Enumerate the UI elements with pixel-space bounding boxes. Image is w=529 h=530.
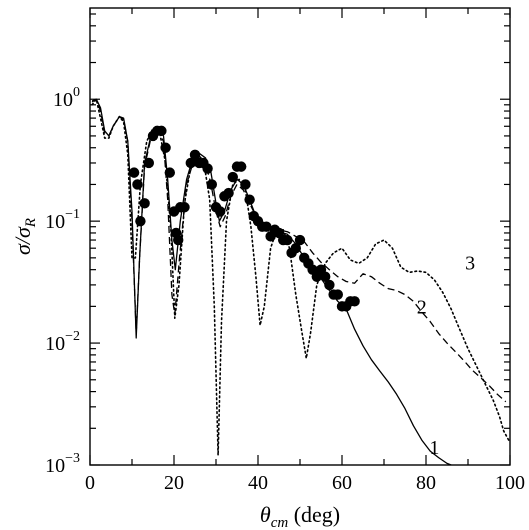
data-point <box>294 234 306 246</box>
data-point <box>227 171 238 183</box>
curve-label: 2 <box>417 296 427 318</box>
data-point <box>223 187 234 199</box>
data-point <box>132 179 143 190</box>
plot-frame <box>89 7 511 466</box>
x-axis-label: θcm (deg) <box>260 502 340 530</box>
data-point <box>240 179 251 190</box>
y-axis-symbol: σ/σ <box>10 226 35 255</box>
data-point <box>135 215 146 227</box>
x-axis-unit: (deg) <box>288 502 340 527</box>
data-point <box>160 142 171 153</box>
data-point <box>173 234 184 246</box>
theory-curves <box>91 98 510 466</box>
data-point <box>261 221 272 232</box>
y-axis-subscript: R <box>23 218 39 228</box>
data-point <box>143 157 154 169</box>
y-tick-label: 100 <box>53 85 80 111</box>
data-point <box>282 234 293 246</box>
x-tick-label: 0 <box>85 472 95 494</box>
data-point <box>185 157 196 169</box>
y-tick-label: 10−2 <box>45 329 80 355</box>
y-axis-label: σ/σR <box>10 218 39 255</box>
data-point <box>189 149 201 161</box>
x-axis-symbol: θ <box>260 502 271 527</box>
data-markers <box>128 125 360 312</box>
data-point <box>349 296 360 307</box>
x-tick-label: 100 <box>495 472 525 494</box>
data-point <box>320 271 331 282</box>
data-point <box>128 167 140 178</box>
data-point <box>236 161 247 172</box>
x-tick-label: 60 <box>332 472 352 494</box>
curve-label: 3 <box>465 252 475 274</box>
data-point <box>206 179 217 190</box>
data-point <box>290 242 301 254</box>
data-point <box>179 202 190 213</box>
data-point <box>324 279 335 291</box>
y-tick-label: 10−3 <box>45 451 80 477</box>
x-axis-subscript: cm <box>271 515 289 530</box>
tick-labels: 0 20 40 60 80 100 10−3 10−2 10−1 100 1 2 3 <box>45 85 525 494</box>
data-point <box>202 163 213 174</box>
x-tick-label: 40 <box>248 472 268 494</box>
data-point <box>244 194 255 205</box>
curve-dotted <box>91 98 510 457</box>
curve-dashed <box>91 98 507 403</box>
data-point <box>164 167 175 178</box>
x-tick-label: 20 <box>164 472 184 494</box>
x-tick-label: 80 <box>416 472 436 494</box>
data-point <box>215 206 226 217</box>
curve-label: 1 <box>429 437 439 459</box>
data-point <box>139 198 150 209</box>
y-tick-label: 10−1 <box>45 207 80 233</box>
data-point <box>332 289 343 300</box>
data-point <box>156 125 167 137</box>
curve-solid <box>91 98 452 466</box>
